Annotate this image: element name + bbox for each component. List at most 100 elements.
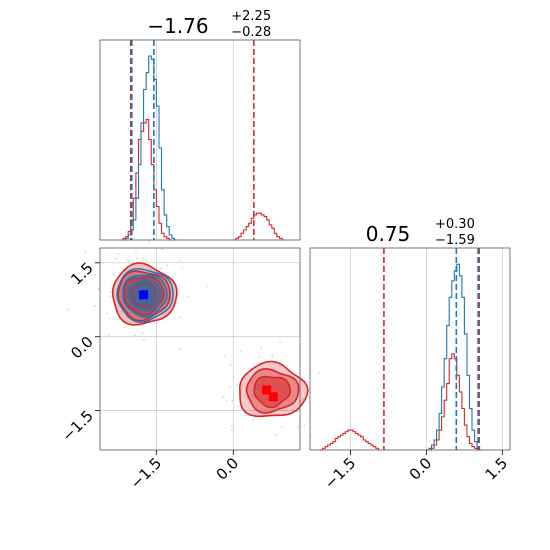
hist1-title: −1.76	[147, 14, 208, 38]
scatter-point	[252, 394, 254, 397]
scatter-point	[241, 386, 244, 389]
scatter-point	[108, 317, 111, 320]
scatter-point	[126, 259, 129, 261]
scatter-point	[228, 386, 231, 388]
scatter-point	[279, 341, 281, 343]
hist2-red-hist-secondary	[320, 429, 381, 451]
scatter-point	[94, 305, 97, 308]
scatter-point	[296, 410, 299, 413]
hist2-title-lower-error: −1.59	[435, 233, 475, 248]
scatter-point	[141, 324, 144, 327]
scatter-point	[161, 248, 164, 251]
hist2-xtick-label-1: 0.0	[406, 454, 436, 484]
scatter-point	[135, 257, 138, 260]
scatter-point	[222, 395, 225, 398]
marker-2	[268, 392, 278, 402]
scatter-point	[254, 413, 257, 416]
scatter-point	[141, 332, 144, 334]
scatter-point	[157, 321, 160, 324]
scatter-point	[117, 253, 120, 256]
hist2-title-upper-error: +0.30	[435, 217, 475, 232]
hist2-xtick-label-2: 1.5	[482, 454, 512, 484]
scatter-point	[236, 384, 239, 387]
scatter-point	[224, 354, 226, 357]
hist2-xtick-label-0: −1.5	[321, 454, 359, 492]
hist1-red-hist	[120, 119, 172, 241]
scatter-point	[206, 285, 209, 288]
red-contour-lower-2	[253, 375, 292, 409]
scatter-point	[226, 399, 229, 402]
hist1-title-upper-error: +2.25	[231, 9, 271, 24]
scatter-point	[318, 371, 321, 374]
scatter-point	[141, 257, 144, 259]
scatter-point	[94, 274, 96, 276]
scatter-point	[109, 291, 112, 293]
scatter-point	[124, 327, 126, 329]
scatter-point	[237, 405, 240, 408]
hist2-frame	[309, 247, 511, 451]
joint-ytick-label-0: 1.5	[67, 259, 97, 289]
scatter-point	[252, 419, 255, 422]
hist1-title-lower-error: −0.28	[231, 25, 271, 40]
hist1-frame	[99, 39, 301, 241]
scatter-point	[231, 425, 233, 428]
scatter-point	[260, 346, 262, 349]
scatter-point	[229, 363, 232, 366]
scatter-point	[231, 429, 233, 432]
hist2-red-hist	[429, 353, 480, 451]
scatter-point	[271, 356, 273, 358]
hist2-blue-hist	[426, 263, 483, 451]
scatter-point	[145, 260, 148, 263]
joint-ytick-label-2: −1.5	[58, 407, 96, 445]
scatter-point	[114, 258, 117, 260]
marker-1	[262, 385, 272, 395]
scatter-point	[160, 267, 163, 270]
scatter-point	[284, 404, 287, 407]
scatter-point	[179, 316, 181, 319]
scatter-point	[150, 268, 153, 270]
scatter-point	[251, 382, 254, 384]
hist1-title-value: −1.76	[147, 14, 208, 38]
joint-xtick-label-1: 0.0	[213, 454, 243, 484]
scatter-point	[148, 240, 151, 243]
scatter-point	[303, 424, 306, 426]
joint-frame	[99, 247, 301, 451]
scatter-point	[84, 250, 87, 253]
scatter-point	[281, 426, 283, 428]
scatter-point	[97, 287, 100, 290]
joint-ytick-label-1: 0.0	[67, 333, 97, 363]
scatter-point	[181, 266, 184, 269]
scatter-point	[107, 334, 110, 337]
scatter-point	[166, 264, 169, 267]
scatter-point	[274, 434, 277, 436]
scatter-point	[112, 274, 115, 276]
scatter-point	[258, 355, 261, 358]
scatter-point	[271, 353, 274, 356]
scatter-point	[248, 401, 251, 404]
scatter-point	[288, 399, 291, 401]
scatter-point	[302, 398, 304, 401]
scatter-point	[252, 412, 255, 415]
scatter-point	[66, 308, 69, 311]
marker-0	[139, 290, 149, 300]
scatter-point	[106, 312, 108, 315]
scatter-point	[187, 295, 190, 298]
scatter-point	[178, 259, 181, 262]
hist2-title-value: 0.75	[366, 222, 411, 246]
scatter-point	[109, 295, 112, 297]
scatter-point	[240, 350, 242, 352]
scatter-point	[120, 310, 123, 313]
scatter-point	[178, 348, 181, 351]
scatter-point	[102, 261, 104, 264]
scatter-point	[291, 408, 294, 411]
hist1-blue-hist	[120, 55, 177, 241]
hist2-title: 0.75	[366, 222, 411, 246]
joint-xtick-label-0: −1.5	[127, 454, 165, 492]
scatter-point	[297, 426, 300, 428]
scatter-point	[134, 334, 136, 337]
scatter-point	[231, 399, 234, 402]
hist1-red-hist-secondary	[233, 212, 285, 241]
scatter-point	[135, 250, 137, 253]
scatter-point	[143, 338, 145, 341]
